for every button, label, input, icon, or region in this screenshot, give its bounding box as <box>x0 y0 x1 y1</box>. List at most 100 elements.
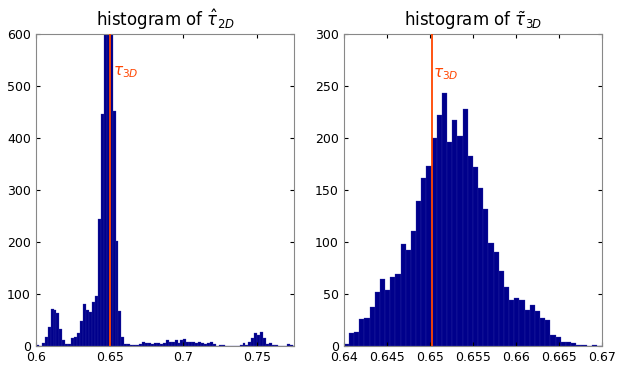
Bar <box>50 309 54 346</box>
Bar <box>249 342 251 346</box>
Bar <box>426 166 432 346</box>
Bar <box>54 310 57 346</box>
Bar <box>181 340 183 346</box>
Bar <box>125 344 127 346</box>
Bar <box>69 344 71 346</box>
Bar <box>525 310 530 346</box>
Bar <box>186 342 189 346</box>
Bar <box>364 318 369 346</box>
Bar <box>447 142 452 346</box>
Bar <box>287 344 290 346</box>
Bar <box>213 344 216 346</box>
Bar <box>45 337 47 346</box>
Text: $\tau_{3D}$: $\tau_{3D}$ <box>113 65 138 80</box>
Bar <box>592 345 597 346</box>
Bar <box>98 219 101 346</box>
Bar <box>80 321 83 346</box>
Bar <box>57 313 59 346</box>
Bar <box>219 345 222 346</box>
Bar <box>242 342 245 346</box>
Bar <box>151 344 154 346</box>
Bar <box>416 201 421 346</box>
Bar <box>240 345 242 346</box>
Bar <box>169 342 171 346</box>
Bar <box>92 302 95 346</box>
Bar <box>204 344 207 346</box>
Bar <box>198 342 201 346</box>
Bar <box>113 111 115 346</box>
Bar <box>257 335 260 346</box>
Bar <box>354 332 359 346</box>
Bar <box>193 342 195 346</box>
Bar <box>561 342 566 346</box>
Bar <box>171 342 174 346</box>
Bar <box>101 114 103 346</box>
Bar <box>540 318 545 346</box>
Bar <box>251 338 254 346</box>
Bar <box>86 310 89 346</box>
Bar <box>401 244 406 346</box>
Bar <box>385 290 390 346</box>
Bar <box>210 342 213 346</box>
Bar <box>369 307 375 346</box>
Bar <box>245 345 249 346</box>
Bar <box>514 298 520 346</box>
Bar <box>520 301 525 346</box>
Bar <box>174 340 178 346</box>
Title: histogram of $\hat{\tau}_{2D}$: histogram of $\hat{\tau}_{2D}$ <box>95 7 234 32</box>
Bar <box>272 345 275 346</box>
Bar <box>406 250 411 346</box>
Bar <box>504 287 509 346</box>
Bar <box>207 342 210 346</box>
Bar <box>163 342 166 346</box>
Bar <box>581 345 587 346</box>
Bar <box>344 344 349 346</box>
Bar <box>127 344 130 346</box>
Bar <box>263 338 266 346</box>
Bar <box>437 115 442 346</box>
Bar <box>442 93 447 346</box>
Bar <box>509 301 514 346</box>
Bar <box>275 345 278 346</box>
Title: histogram of $\tilde{\tau}_{3D}$: histogram of $\tilde{\tau}_{3D}$ <box>404 9 542 32</box>
Bar <box>201 343 204 346</box>
Bar <box>89 312 92 346</box>
Bar <box>488 243 493 346</box>
Bar <box>269 343 272 346</box>
Bar <box>411 231 416 346</box>
Bar <box>266 344 269 346</box>
Bar <box>65 344 69 346</box>
Bar <box>473 167 478 346</box>
Bar <box>178 343 181 346</box>
Bar <box>115 240 118 346</box>
Bar <box>148 342 151 346</box>
Bar <box>195 343 198 346</box>
Bar <box>62 341 65 346</box>
Bar <box>260 332 263 346</box>
Bar <box>576 345 581 346</box>
Bar <box>468 156 473 346</box>
Bar <box>551 335 556 346</box>
Bar <box>499 271 504 346</box>
Bar <box>535 311 540 346</box>
Bar <box>380 279 385 346</box>
Bar <box>457 136 463 346</box>
Bar <box>160 344 163 346</box>
Bar <box>349 333 354 346</box>
Bar <box>136 345 139 346</box>
Bar <box>71 338 74 346</box>
Bar <box>390 278 396 346</box>
Bar <box>571 343 576 346</box>
Bar <box>556 337 561 346</box>
Bar <box>452 120 457 346</box>
Bar <box>396 275 401 346</box>
Bar <box>110 0 113 346</box>
Bar <box>222 345 225 346</box>
Bar <box>375 292 380 346</box>
Bar <box>483 209 488 346</box>
Bar <box>545 320 551 346</box>
Bar <box>421 178 426 346</box>
Bar <box>166 341 169 346</box>
Bar <box>183 339 186 346</box>
Bar <box>36 345 39 346</box>
